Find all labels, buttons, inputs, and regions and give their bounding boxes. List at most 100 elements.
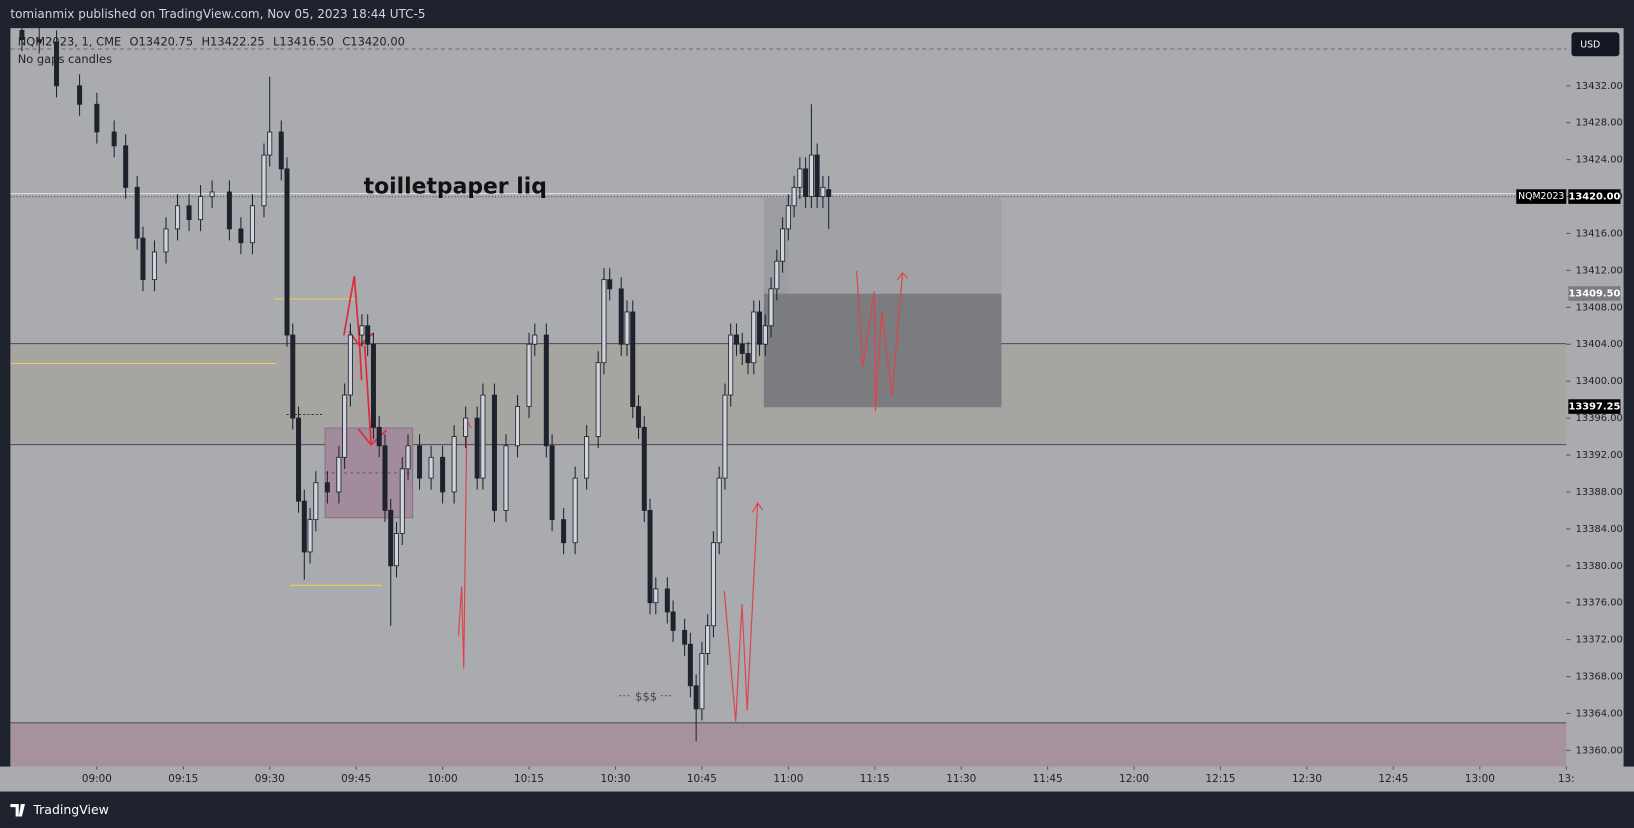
scribble: [363, 345, 372, 443]
candle-body: [820, 186, 826, 197]
candle-body: [301, 500, 307, 553]
candle-body: [670, 611, 676, 631]
candle-body: [376, 426, 382, 447]
candle-body: [757, 311, 763, 345]
candle-body: [595, 362, 601, 437]
price-label-box: [1568, 399, 1621, 414]
y-tick-label: 13408.00: [1576, 302, 1623, 313]
candle-body: [543, 334, 549, 447]
x-axis-area: [0, 766, 1634, 792]
candle-body: [284, 168, 290, 336]
legend: NQM2023, 1, CME O13420.75 H13422.25 L13416.…: [18, 34, 405, 48]
path-arrow: [751, 501, 764, 513]
candle-body: [296, 417, 302, 502]
candle-body: [267, 131, 273, 156]
candle-body: [826, 189, 832, 197]
candle-body: [36, 39, 42, 43]
x-tick-label: 11:30: [946, 773, 976, 785]
x-tick-label: 12:15: [1206, 773, 1236, 785]
publish-header: tomianmix published on TradingView.com, …: [10, 7, 425, 21]
candle-body: [803, 168, 809, 197]
candle-body: [653, 588, 659, 604]
scribble: [343, 275, 363, 381]
candle-body: [572, 477, 578, 544]
candle-body: [474, 417, 480, 479]
x-tick-label: 10:00: [428, 773, 458, 785]
candle-body: [503, 445, 509, 511]
x-tick-label: 11:15: [860, 773, 890, 785]
candle-body: [693, 685, 699, 710]
candle-body: [491, 394, 497, 511]
price-label-box: [1568, 286, 1621, 301]
candle-body: [682, 629, 688, 645]
ohlc: H13422.25: [201, 34, 264, 48]
path-arrow: [896, 271, 909, 281]
candle-body: [526, 343, 532, 407]
candle-body: [549, 445, 555, 521]
x-tick-label: 13:: [1558, 773, 1575, 785]
price-label: 13409.50: [1568, 288, 1620, 299]
candles: [19, 18, 832, 742]
candle-body: [393, 533, 400, 567]
ohlc: C13420.00: [342, 34, 405, 48]
x-tick-label: 09:15: [168, 773, 198, 785]
candle-body: [728, 334, 734, 396]
currency-button[interactable]: [1571, 32, 1620, 57]
candle-body: [359, 325, 365, 336]
candle-body: [791, 186, 797, 207]
candle-body: [797, 168, 803, 188]
candle-body: [94, 103, 100, 133]
candle-body: [209, 191, 215, 197]
symbol-tag: NQM2023: [1518, 191, 1564, 202]
y-tick-label: 13396.00: [1576, 413, 1623, 424]
path-arrow: [723, 503, 759, 722]
y-tick-label: 13380.00: [1576, 561, 1623, 572]
y-tick-label: 13432.00: [1576, 81, 1623, 92]
x-tick-label: 13:00: [1465, 773, 1495, 785]
candle-body: [463, 417, 469, 437]
y-tick-label: 13360.00: [1576, 745, 1623, 756]
candle-body: [636, 406, 642, 428]
y-tick-label: 13388.00: [1576, 487, 1623, 498]
candle-body: [664, 588, 670, 613]
candle-body: [324, 482, 330, 493]
price-label-box: [1568, 189, 1621, 204]
currency-label[interactable]: USD: [1580, 39, 1600, 50]
candle-body: [745, 353, 751, 364]
x-tick-label: 12:30: [1292, 773, 1322, 785]
candle-body: [630, 311, 636, 407]
x-tick-label: 09:00: [82, 773, 112, 785]
x-tick-label: 09:30: [255, 773, 285, 785]
candle-body: [307, 519, 313, 553]
x-tick-label: 11:00: [773, 773, 803, 785]
candle-body: [186, 205, 192, 221]
footer: [0, 791, 1634, 828]
candle-body: [710, 542, 716, 627]
candle-body: [705, 625, 711, 654]
candle-body: [140, 237, 146, 281]
candle-body: [716, 477, 722, 544]
candle-body: [451, 436, 457, 493]
candle-body: [405, 445, 411, 470]
x-tick-label: 10:15: [514, 773, 544, 785]
candle-body: [584, 436, 590, 479]
candle-body: [641, 426, 647, 511]
candle-body: [399, 468, 405, 534]
candle-body: [607, 279, 613, 290]
target-box-inner: [788, 197, 1002, 294]
candle-body: [134, 186, 140, 239]
candle-body: [751, 311, 757, 364]
candle-body: [774, 260, 780, 290]
candle-body: [647, 509, 653, 604]
y-tick-label: 13376.00: [1576, 598, 1623, 609]
candle-body: [762, 325, 768, 345]
x-tick-label: 12:00: [1119, 773, 1149, 785]
demand-zone: [10, 722, 1567, 767]
y-tick-label: 13372.00: [1576, 635, 1623, 646]
candle-body: [313, 482, 319, 521]
candle-body: [382, 445, 388, 511]
symbol: NQM2023, 1, CME: [18, 34, 121, 48]
footer-logo[interactable]: TradingView: [32, 802, 109, 817]
candle-body: [347, 334, 353, 396]
